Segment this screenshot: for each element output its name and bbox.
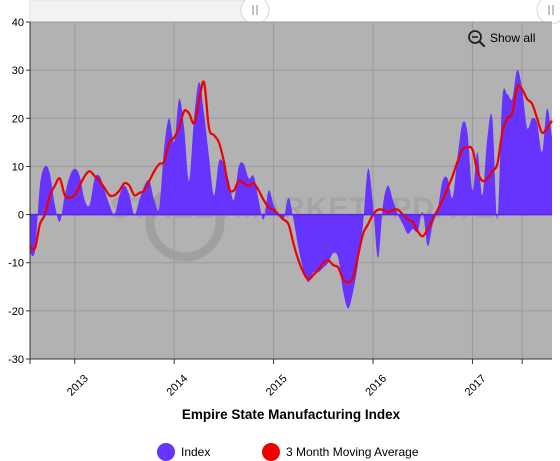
series-layer (29, 69, 553, 309)
legend-item-moving-average[interactable]: 3 Month Moving Average (262, 443, 419, 461)
legend-item-index[interactable]: Index (157, 443, 210, 461)
x-tick-label: 2016 (363, 373, 389, 399)
y-tick-label: -20 (8, 306, 24, 318)
legend-label-index: Index (181, 445, 210, 459)
y-tick-label: -30 (8, 354, 24, 366)
chart-title: Empire State Manufacturing Index (182, 407, 401, 422)
show-all-label: Show all (490, 31, 535, 45)
y-tick-label: 40 (12, 17, 24, 29)
y-tick-label: 20 (12, 113, 24, 125)
y-tick-label: -10 (8, 258, 24, 270)
x-tick-label: 2017 (463, 373, 489, 399)
navigator-selected-range (255, 0, 552, 22)
y-axis-ticks: 40 30 20 10 0 -10 -20 -30 (8, 17, 30, 366)
legend-swatch-moving-average (262, 443, 280, 461)
series-line-3-month-moving-average (29, 80, 553, 284)
show-all-button[interactable]: Show all (468, 30, 535, 48)
x-tick-label: 2013 (65, 373, 91, 399)
y-tick-label: 10 (12, 161, 24, 173)
x-tick-label: 2014 (164, 373, 190, 399)
range-navigator[interactable] (29, 0, 560, 25)
y-tick-label: 0 (18, 210, 24, 222)
y-tick-label: 30 (12, 65, 24, 77)
legend-label-moving-average: 3 Month Moving Average (286, 445, 419, 459)
zoom-out-icon (468, 30, 486, 48)
navigator-handle-left[interactable] (240, 0, 270, 25)
x-tick-label: 2015 (264, 373, 290, 399)
legend: Index 3 Month Moving Average (157, 443, 419, 461)
x-axis-ticks: 2013 2014 2015 2016 2017 (29, 359, 523, 399)
legend-swatch-index (157, 443, 175, 461)
